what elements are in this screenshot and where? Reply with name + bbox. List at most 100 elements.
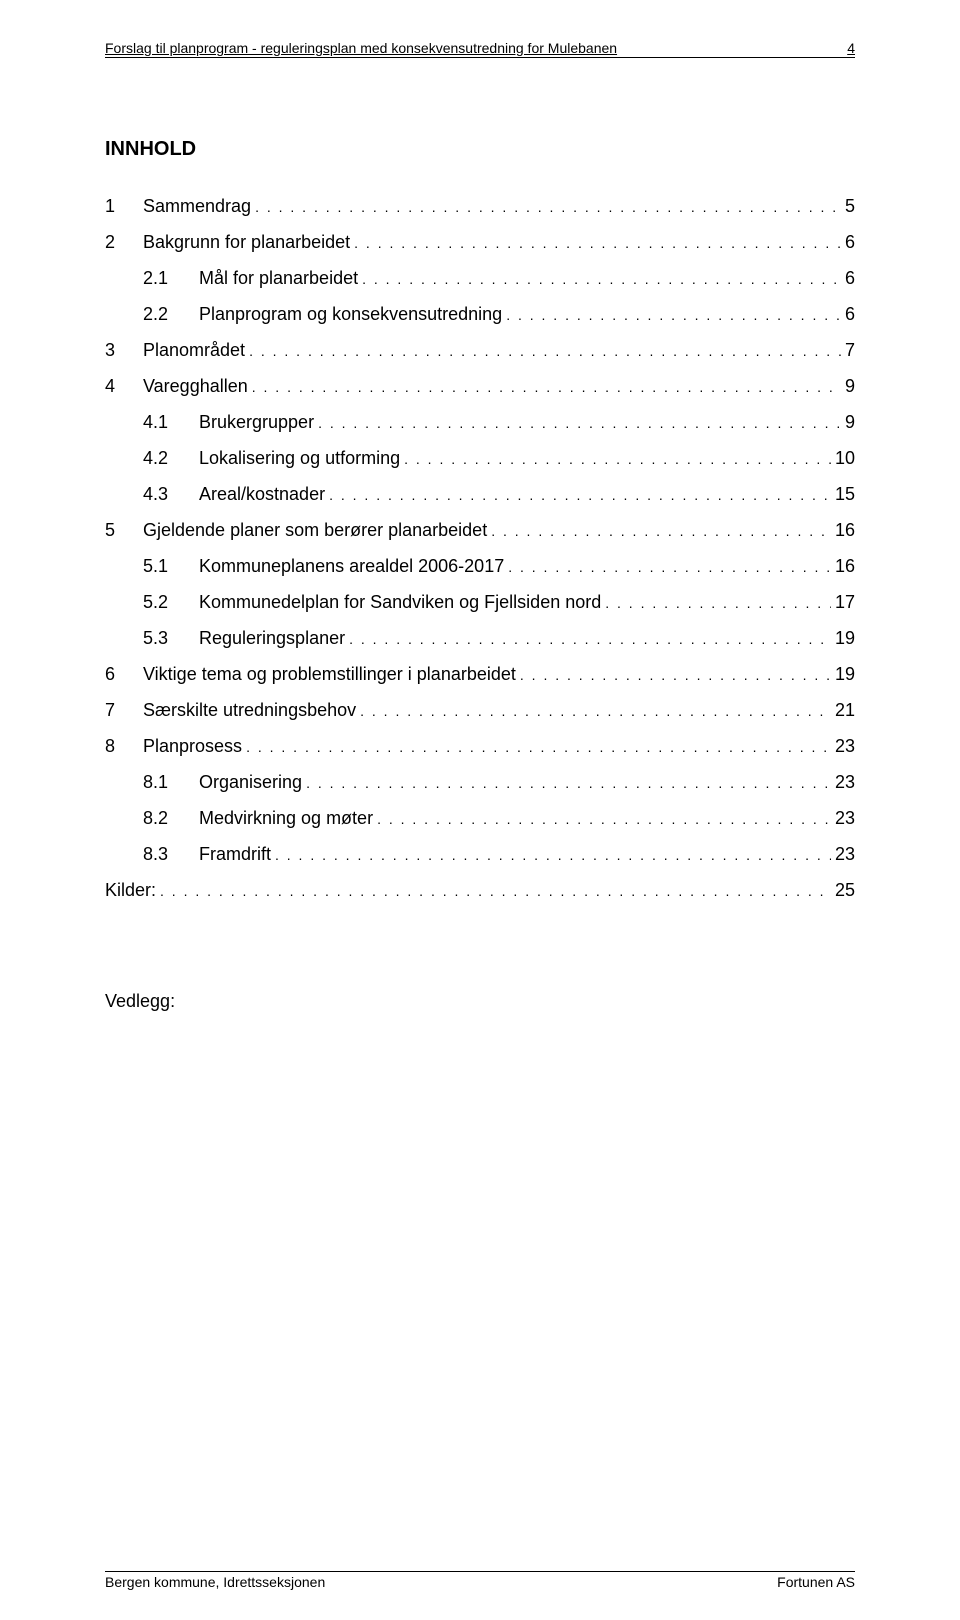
page: Forslag til planprogram - reguleringspla… <box>0 0 960 1620</box>
toc-entry-label: Medvirkning og møter <box>199 808 373 829</box>
toc-entry-label: Særskilte utredningsbehov <box>143 700 356 721</box>
toc-leader-dots <box>601 592 831 613</box>
toc-entry-page: 23 <box>831 808 855 829</box>
toc-entry-label: Lokalisering og utforming <box>199 448 400 469</box>
toc-entry: Kilder: 25 <box>105 880 855 901</box>
toc-entry-label: Planprogram og konsekvensutredning <box>199 304 502 325</box>
toc-leader-dots <box>251 196 841 217</box>
toc-entry-page: 17 <box>831 592 855 613</box>
toc-entry-number: 7 <box>105 700 143 721</box>
toc-entry-label: Reguleringsplaner <box>199 628 345 649</box>
toc-entry-page: 5 <box>841 196 855 217</box>
header-title: Forslag til planprogram - reguleringspla… <box>105 40 617 56</box>
toc-entry-number: 5.2 <box>143 592 199 613</box>
toc-entry-page: 9 <box>841 412 855 433</box>
toc-entry-number: 4.2 <box>143 448 199 469</box>
toc-entry: 8.2Medvirkning og møter 23 <box>105 808 855 829</box>
toc-leader-dots <box>314 412 841 433</box>
header-page-number: 4 <box>827 40 855 56</box>
toc-entry-label: Brukergrupper <box>199 412 314 433</box>
toc-entry-page: 6 <box>841 268 855 289</box>
toc-leader-dots <box>358 268 841 289</box>
toc-entry: 4Varegghallen9 <box>105 376 855 397</box>
toc-leader-dots <box>487 520 831 541</box>
toc-entry: 3Planområdet7 <box>105 340 855 361</box>
toc-leader-dots <box>504 556 831 577</box>
toc-entry: 8.3Framdrift 23 <box>105 844 855 865</box>
toc-entry-label: Sammendrag <box>143 196 251 217</box>
toc-entry-page: 15 <box>831 484 855 505</box>
toc-entry-page: 19 <box>831 628 855 649</box>
toc-entry: 8Planprosess 23 <box>105 736 855 757</box>
toc-entry-page: 16 <box>831 520 855 541</box>
page-footer: Bergen kommune, Idrettsseksjonen Fortune… <box>105 1571 855 1590</box>
toc-entry-page: 6 <box>841 232 855 253</box>
toc-entry-page: 10 <box>831 448 855 469</box>
table-of-contents: 1Sammendrag52Bakgrunn for planarbeidet62… <box>105 196 855 901</box>
toc-entry-number: 8.2 <box>143 808 199 829</box>
toc-entry-label: Organisering <box>199 772 302 793</box>
toc-leader-dots <box>400 448 831 469</box>
toc-entry-number: 8.1 <box>143 772 199 793</box>
footer-right: Fortunen AS <box>777 1574 855 1590</box>
toc-entry-label: Framdrift <box>199 844 271 865</box>
toc-entry: 2.2Planprogram og konsekvensutredning 6 <box>105 304 855 325</box>
toc-leader-dots <box>356 700 831 721</box>
toc-entry-label: Mål for planarbeidet <box>199 268 358 289</box>
toc-heading: INNHOLD <box>105 138 855 161</box>
toc-entry-number: 5 <box>105 520 143 541</box>
toc-entry: 4.1Brukergrupper 9 <box>105 412 855 433</box>
toc-entry-label: Planområdet <box>143 340 245 361</box>
toc-entry: 4.2Lokalisering og utforming 10 <box>105 448 855 469</box>
toc-entry-page: 16 <box>831 556 855 577</box>
toc-entry-page: 23 <box>831 736 855 757</box>
toc-leader-dots <box>248 376 841 397</box>
toc-entry-number: 3 <box>105 340 143 361</box>
toc-leader-dots <box>516 664 831 685</box>
toc-entry-number: 6 <box>105 664 143 685</box>
toc-entry-page: 6 <box>841 304 855 325</box>
toc-entry-label: Varegghallen <box>143 376 248 397</box>
toc-entry-label: Areal/kostnader <box>199 484 325 505</box>
toc-entry: 5.1Kommuneplanens arealdel 2006-2017 16 <box>105 556 855 577</box>
toc-entry-label: Bakgrunn for planarbeidet <box>143 232 350 253</box>
toc-leader-dots <box>502 304 841 325</box>
toc-entry: 5.2Kommunedelplan for Sandviken og Fjell… <box>105 592 855 613</box>
toc-entry: 5.3Reguleringsplaner 19 <box>105 628 855 649</box>
toc-entry: 2.1Mål for planarbeidet6 <box>105 268 855 289</box>
appendix-label: Vedlegg: <box>105 991 855 1012</box>
toc-entry-number: 1 <box>105 196 143 217</box>
toc-leader-dots <box>302 772 831 793</box>
toc-entry-number: 5.3 <box>143 628 199 649</box>
toc-entry: 5Gjeldende planer som berører planarbeid… <box>105 520 855 541</box>
toc-entry-page: 25 <box>831 880 855 901</box>
toc-entry-number: 8.3 <box>143 844 199 865</box>
toc-entry: 2Bakgrunn for planarbeidet 6 <box>105 232 855 253</box>
toc-entry-label: Planprosess <box>143 736 242 757</box>
toc-entry-label: Gjeldende planer som berører planarbeide… <box>143 520 487 541</box>
toc-entry-number: 2.2 <box>143 304 199 325</box>
toc-entry-number: 2 <box>105 232 143 253</box>
toc-entry-page: 23 <box>831 844 855 865</box>
toc-entry-label: Kommunedelplan for Sandviken og Fjellsid… <box>199 592 601 613</box>
toc-entry-page: 23 <box>831 772 855 793</box>
toc-leader-dots <box>325 484 831 505</box>
toc-entry-number: 8 <box>105 736 143 757</box>
toc-leader-dots <box>345 628 831 649</box>
toc-leader-dots <box>156 880 831 901</box>
toc-leader-dots <box>245 340 841 361</box>
toc-entry-label: Viktige tema og problemstillinger i plan… <box>143 664 516 685</box>
toc-entry-number: 4.3 <box>143 484 199 505</box>
toc-entry-page: 9 <box>841 376 855 397</box>
toc-leader-dots <box>350 232 841 253</box>
footer-left: Bergen kommune, Idrettsseksjonen <box>105 1574 325 1590</box>
toc-entry-number: 4.1 <box>143 412 199 433</box>
toc-leader-dots <box>373 808 831 829</box>
toc-leader-dots <box>242 736 831 757</box>
toc-leader-dots <box>271 844 831 865</box>
toc-entry-label: Kilder: <box>105 880 156 901</box>
toc-entry-label: Kommuneplanens arealdel 2006-2017 <box>199 556 504 577</box>
toc-entry: 4.3Areal/kostnader 15 <box>105 484 855 505</box>
toc-entry-number: 5.1 <box>143 556 199 577</box>
toc-entry-page: 19 <box>831 664 855 685</box>
